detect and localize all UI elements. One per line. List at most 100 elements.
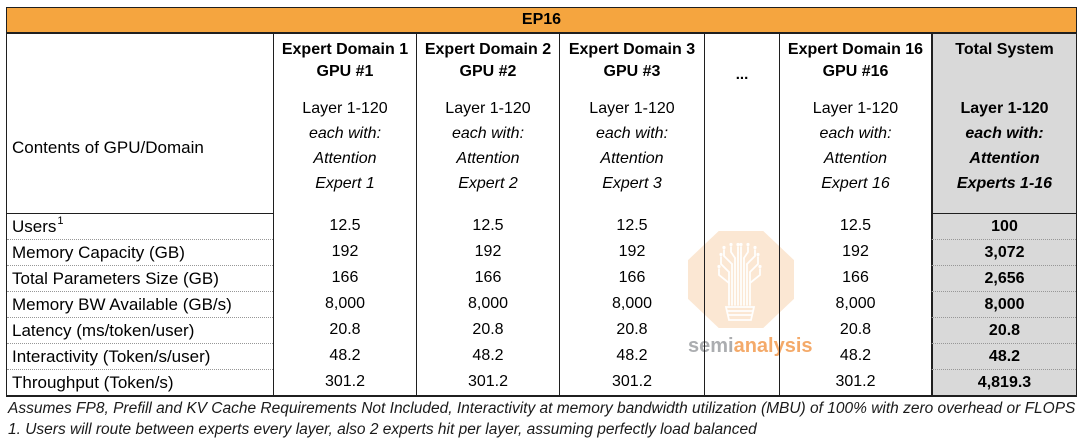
expert: Expert 3 — [602, 175, 662, 192]
contents-label: Contents of GPU/Domain — [12, 138, 204, 157]
total-cell: 20.8 — [931, 317, 1076, 343]
table-row-memory-bw: Memory BW Available (GB/s) 8,000 8,000 8… — [7, 291, 1076, 317]
column-header-expert-domain-2: Expert Domain 2 GPU #2 Layer 1-120 each … — [416, 34, 559, 213]
expert: Expert 2 — [458, 175, 518, 192]
column-header-expert-domain-1: Expert Domain 1 GPU #1 Layer 1-120 each … — [273, 34, 416, 213]
row-label: Throughput (Token/s) — [7, 369, 273, 395]
column-contents: Layer 1-120 each with: Attention Expert … — [560, 96, 704, 196]
value-cell: 166 — [559, 265, 704, 291]
column-title: Expert Domain 16 — [787, 41, 924, 58]
layer-range: Layer 1-120 — [960, 100, 1049, 117]
table-row-throughput: Throughput (Token/s) 301.2 301.2 301.2 3… — [7, 369, 1076, 395]
semianalysis-watermark: semianalysis — [688, 231, 813, 358]
ellipsis-cell — [704, 343, 779, 369]
column-title: Expert Domain 3 — [568, 41, 696, 58]
total-cell: 3,072 — [931, 239, 1076, 265]
value-cell: 166 — [779, 265, 931, 291]
ellipsis-cell — [704, 317, 779, 343]
ellipsis-cell — [704, 291, 779, 317]
column-gpu: GPU #3 — [603, 63, 661, 80]
value-cell: 48.2 — [559, 343, 704, 369]
attention: Attention — [456, 150, 520, 167]
total-cell: 2,656 — [931, 265, 1076, 291]
column-header-expert-domain-16: Expert Domain 16 GPU #16 Layer 1-120 eac… — [779, 34, 931, 213]
ep16-table: EP16 Contents of GPU/Domain Expert Domai… — [6, 7, 1077, 397]
total-cell: 100 — [931, 213, 1076, 239]
ellipsis-cell — [704, 265, 779, 291]
column-gpu: GPU #1 — [316, 63, 374, 80]
row-label: Total Parameters Size (GB) — [7, 265, 273, 291]
row-label: Users 1 — [7, 213, 273, 239]
value-cell: 301.2 — [559, 369, 704, 395]
each-with: each with: — [451, 125, 525, 142]
value-cell: 166 — [416, 265, 559, 291]
column-title: Total System — [955, 41, 1054, 58]
value-cell: 8,000 — [559, 291, 704, 317]
value-cell: 192 — [779, 239, 931, 265]
attention: Attention — [313, 150, 377, 167]
attention: Attention — [969, 150, 1040, 167]
table-row-latency: Latency (ms/token/user) 20.8 20.8 20.8 2… — [7, 317, 1076, 343]
row-label-text: Users — [12, 216, 57, 236]
ellipsis-cell — [704, 239, 779, 265]
attention: Attention — [600, 150, 664, 167]
value-cell: 166 — [273, 265, 416, 291]
header-row: Contents of GPU/Domain Expert Domain 1 G… — [7, 34, 1076, 213]
column-contents: Layer 1-120 each with: Attention Expert … — [780, 96, 931, 196]
wordmark-analysis: analysis — [733, 335, 813, 357]
layer-range: Layer 1-120 — [812, 100, 899, 117]
row-label-text: Memory BW Available (GB/s) — [12, 294, 232, 314]
value-cell: 20.8 — [779, 317, 931, 343]
value-cell: 192 — [559, 239, 704, 265]
ellipsis-label: ... — [735, 66, 749, 83]
table-row-users: Users 1 12.5 12.5 12.5 12.5 100 — [7, 213, 1076, 239]
column-contents: Layer 1-120 each with: Attention Expert … — [274, 96, 416, 196]
column-header-total-system: Total System Layer 1-120 each with: Atte… — [931, 34, 1076, 213]
value-cell: 8,000 — [416, 291, 559, 317]
assumptions-note: Assumes FP8, Prefill and KV Cache Requir… — [8, 400, 1080, 417]
ellipsis-cell — [704, 369, 779, 395]
row-label-text: Throughput (Token/s) — [12, 372, 174, 392]
value-cell: 301.2 — [416, 369, 559, 395]
column-header-expert-domain-3: Expert Domain 3 GPU #3 Layer 1-120 each … — [559, 34, 704, 213]
column-contents: Layer 1-120 each with: Attention Experts… — [933, 96, 1076, 196]
layer-range: Layer 1-120 — [589, 100, 675, 117]
value-cell: 301.2 — [273, 369, 416, 395]
table-title: EP16 — [521, 11, 562, 28]
value-cell: 301.2 — [779, 369, 931, 395]
each-with: each with: — [595, 125, 669, 142]
footnote-1: 1. Users will route between experts ever… — [8, 421, 757, 438]
value-cell: 48.2 — [779, 343, 931, 369]
value-cell: 8,000 — [273, 291, 416, 317]
total-cell: 48.2 — [931, 343, 1076, 369]
row-label: Memory BW Available (GB/s) — [7, 291, 273, 317]
value-cell: 192 — [416, 239, 559, 265]
layer-range: Layer 1-120 — [445, 100, 531, 117]
expert: Expert 1 — [315, 175, 375, 192]
table-title-banner: EP16 — [7, 8, 1076, 34]
value-cell: 48.2 — [416, 343, 559, 369]
value-cell: 8,000 — [779, 291, 931, 317]
row-label-text: Total Parameters Size (GB) — [12, 268, 219, 288]
value-cell: 48.2 — [273, 343, 416, 369]
semianalysis-logo-icon — [688, 231, 794, 328]
table-row-interactivity: Interactivity (Token/s/user) 48.2 48.2 4… — [7, 343, 1076, 369]
layer-range: Layer 1-120 — [302, 100, 388, 117]
table-row-memory-capacity: Memory Capacity (GB) 192 192 192 192 3,0… — [7, 239, 1076, 265]
column-contents: Layer 1-120 each with: Attention Expert … — [417, 96, 559, 196]
each-with: each with: — [819, 125, 892, 142]
value-cell: 12.5 — [273, 213, 416, 239]
value-cell: 12.5 — [779, 213, 931, 239]
attention: Attention — [823, 150, 888, 167]
wordmark-semi: semi — [688, 335, 734, 357]
semianalysis-wordmark: semianalysis — [688, 335, 813, 358]
each-with: each with: — [965, 125, 1044, 142]
each-with: each with: — [308, 125, 382, 142]
column-gpu: GPU #16 — [822, 63, 889, 80]
column-title: Expert Domain 1 — [281, 41, 409, 58]
value-cell: 12.5 — [416, 213, 559, 239]
row-label-text: Latency (ms/token/user) — [12, 320, 195, 340]
row-label-text: Memory Capacity (GB) — [12, 242, 185, 262]
value-cell: 192 — [273, 239, 416, 265]
expert: Experts 1-16 — [956, 175, 1053, 192]
